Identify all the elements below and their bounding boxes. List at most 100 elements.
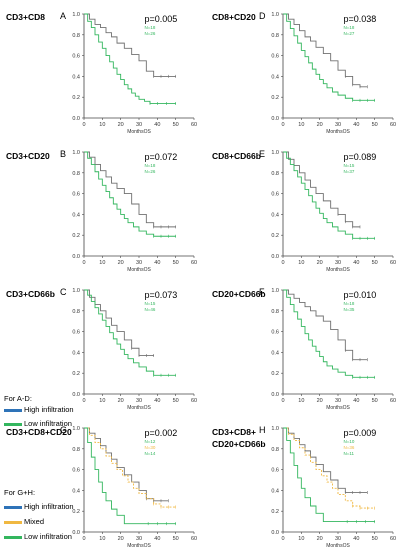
y-tick-label: 0.8 — [72, 171, 80, 177]
n-label: N=35 — [344, 307, 355, 312]
y-tick-label: 0.6 — [271, 330, 279, 336]
y-tick-label: 0.2 — [72, 509, 80, 515]
x-tick-label: 20 — [118, 398, 124, 404]
y-tick-label: 0.4 — [271, 74, 279, 80]
x-tick-label: 30 — [136, 398, 142, 404]
p-value: p=0.005 — [145, 14, 178, 24]
n-label: N=12 — [145, 439, 156, 444]
legend-ad-low-label: Low infiltration — [24, 419, 72, 428]
chart-panel-h: H 0.0 0.2 0.4 0.6 0.8 1.0 0 10 20 30 40 50 60 MonthsOS… — [259, 425, 396, 549]
survival-curve — [84, 427, 169, 502]
y-tick-label: 0.2 — [72, 233, 80, 239]
y-tick-label: 1.0 — [271, 150, 279, 156]
n-label: N=30 — [145, 445, 156, 450]
x-tick-label: 20 — [317, 536, 323, 542]
x-tick-label: 30 — [335, 260, 341, 266]
y-tick-label: 0.6 — [72, 468, 80, 474]
x-axis-label: MonthsOS — [326, 405, 350, 411]
x-tick-label: 60 — [191, 260, 197, 266]
x-tick-label: 30 — [136, 260, 142, 266]
n-label: N=37 — [344, 169, 355, 174]
n-label: N=15 — [344, 163, 355, 168]
row-label-cd8-cd20: CD8+CD20 — [212, 12, 256, 22]
x-tick-label: 10 — [99, 536, 105, 542]
n-label: N=36 — [344, 445, 355, 450]
n-label: N=15 — [145, 301, 156, 306]
legend-gh-high-label: High infiltration — [24, 502, 74, 511]
x-tick-label: 20 — [118, 260, 124, 266]
y-tick-label: 0.6 — [72, 54, 80, 60]
x-tick-label: 10 — [99, 260, 105, 266]
x-tick-label: 50 — [173, 122, 179, 128]
x-tick-label: 60 — [390, 260, 396, 266]
survival-curve — [84, 289, 154, 356]
y-tick-label: 1.0 — [271, 426, 279, 432]
x-tick-label: 30 — [335, 536, 341, 542]
y-tick-label: 0.0 — [271, 530, 279, 536]
x-tick-label: 30 — [136, 536, 142, 542]
x-tick-label: 0 — [82, 398, 85, 404]
row-label-cd8-cd66b: CD8+CD66b — [212, 151, 261, 161]
survival-curve — [283, 427, 368, 493]
row-label-cd3-cd8: CD3+CD8 — [6, 12, 45, 22]
x-tick-label: 0 — [82, 536, 85, 542]
panel-letter: F — [259, 287, 265, 297]
row-label-cd3-cd20: CD3+CD20 — [6, 151, 50, 161]
survival-curve — [84, 13, 176, 77]
row-label-cd20-cd66b: CD20+CD66b — [212, 289, 266, 299]
y-tick-label: 1.0 — [271, 12, 279, 18]
n-label: N=26 — [145, 31, 156, 36]
survival-curve — [84, 289, 176, 376]
x-tick-label: 10 — [298, 260, 304, 266]
x-axis-label: MonthsOS — [127, 543, 151, 549]
x-tick-label: 40 — [154, 260, 160, 266]
row-label-cd3-cd8-cd20: CD3+CD8+CD20 — [6, 427, 72, 437]
survival-curve — [283, 13, 375, 101]
panel-letter: D — [259, 11, 266, 21]
survival-curve — [84, 13, 176, 104]
y-tick-label: 0.6 — [72, 192, 80, 198]
legend-gh-low-label: Low infiltration — [24, 532, 72, 541]
y-tick-label: 0.2 — [271, 233, 279, 239]
n-label: N=27 — [344, 31, 355, 36]
x-tick-label: 60 — [191, 398, 197, 404]
y-tick-label: 0.4 — [271, 350, 279, 356]
survival-curve — [283, 151, 375, 239]
y-tick-label: 0.8 — [271, 309, 279, 315]
x-axis-label: MonthsOS — [127, 267, 151, 273]
x-tick-label: 30 — [136, 122, 142, 128]
x-tick-label: 40 — [353, 398, 359, 404]
p-value: p=0.010 — [344, 290, 377, 300]
x-tick-label: 20 — [317, 398, 323, 404]
n-label: N=11 — [344, 451, 355, 456]
y-tick-label: 0.2 — [271, 371, 279, 377]
x-tick-label: 20 — [118, 122, 124, 128]
y-tick-label: 0.0 — [271, 116, 279, 122]
y-tick-label: 0.0 — [72, 116, 80, 122]
y-tick-label: 0.2 — [271, 95, 279, 101]
p-value: p=0.073 — [145, 290, 178, 300]
y-tick-label: 1.0 — [72, 150, 80, 156]
panel-letter: B — [60, 149, 66, 159]
survival-curve — [84, 427, 176, 525]
n-label: N=18 — [344, 301, 355, 306]
x-tick-label: 0 — [281, 260, 284, 266]
n-label: N=46 — [145, 307, 156, 312]
x-tick-label: 50 — [173, 398, 179, 404]
y-tick-label: 1.0 — [72, 426, 80, 432]
p-value: p=0.038 — [344, 14, 377, 24]
x-tick-label: 30 — [335, 122, 341, 128]
panel-letter: H — [259, 425, 266, 435]
legend-ad-high-label: High infiltration — [24, 405, 74, 414]
panel-letter: A — [60, 11, 66, 21]
x-tick-label: 20 — [317, 260, 323, 266]
x-tick-label: 10 — [298, 398, 304, 404]
y-tick-label: 0.0 — [72, 530, 80, 536]
survival-curve — [283, 289, 368, 361]
n-label: N=26 — [145, 169, 156, 174]
chart-panel-c: C 0.0 0.2 0.4 0.6 0.8 1.0 0 10 20 30 40 50 60 MonthsOS… — [60, 287, 197, 411]
survival-curve — [84, 151, 176, 237]
y-tick-label: 0.4 — [271, 488, 279, 494]
chart-panel-d: D 0.0 0.2 0.4 0.6 0.8 1.0 0 10 20 30 40 50 60 MonthsOS… — [259, 11, 396, 135]
x-tick-label: 0 — [281, 122, 284, 128]
